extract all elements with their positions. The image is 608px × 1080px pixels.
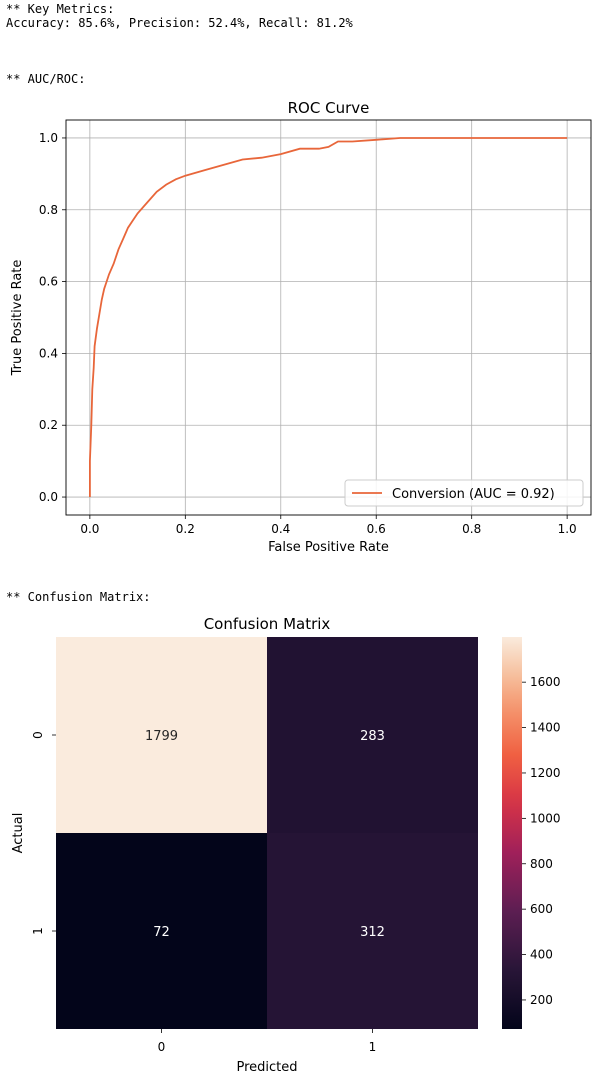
auc-header: ** AUC/ROC: — [6, 72, 86, 86]
cm-colorbar-tick-label: 200 — [530, 993, 553, 1007]
cm-cell — [267, 637, 478, 833]
cm-ylabel: Actual — [11, 813, 26, 854]
confusion-matrix-chart: Confusion Matrix 1799 283 72 312 0 1 0 1 Predicte… — [11, 615, 561, 1075]
cm-cell-value: 72 — [153, 925, 170, 940]
roc-xtick-label: 0.0 — [80, 522, 99, 536]
cm-colorbar-tick-label: 1600 — [530, 675, 561, 689]
cm-ytick-label: 1 — [31, 927, 45, 935]
roc-ytick-label: 0.2 — [39, 418, 58, 432]
cm-colorbar-tick-label: 800 — [530, 857, 553, 871]
roc-xtick-label: 1.0 — [558, 522, 577, 536]
metrics-header: ** Key Metrics: — [6, 2, 115, 16]
roc-xtick-label: 0.6 — [367, 522, 386, 536]
roc-xtick-label: 0.2 — [176, 522, 195, 536]
roc-curve — [89, 137, 568, 497]
cm-colorbar-tick-label: 600 — [530, 902, 553, 916]
cm-cell — [56, 637, 267, 833]
cm-title: Confusion Matrix — [204, 615, 331, 633]
cm-cell — [267, 833, 478, 1029]
cm-cell-value: 312 — [360, 925, 385, 940]
cm-colorbar-tick-label: 400 — [530, 948, 553, 962]
roc-chart: ROC Curve 0.0 0.2 0.4 0.6 0.8 1.0 0.0 0.2 0.4 0.6 0… — [10, 99, 592, 555]
cm-colorbar-tick-label: 1000 — [530, 811, 561, 825]
roc-legend-label: Conversion (AUC = 0.92) — [392, 487, 555, 502]
cm-colorbar — [502, 637, 522, 1029]
roc-ylabel: True Positive Rate — [10, 260, 25, 377]
cm-xtick-label: 0 — [158, 1040, 166, 1054]
roc-legend-box — [344, 479, 584, 507]
roc-axes-frame — [65, 119, 592, 516]
confusion-matrix-header: ** Confusion Matrix: — [6, 590, 151, 604]
roc-ytick-label: 0.6 — [39, 275, 58, 289]
cm-xlabel: Predicted — [236, 1060, 297, 1075]
roc-xtick-label: 0.4 — [271, 522, 290, 536]
roc-ytick-label: 1.0 — [39, 131, 58, 145]
cm-cell-value: 1799 — [145, 729, 178, 744]
cm-xtick-label: 1 — [369, 1040, 377, 1054]
cm-colorbar-tick-label: 1400 — [530, 721, 561, 735]
cm-colorbar-tick-label: 1200 — [530, 766, 561, 780]
metrics-line: Accuracy: 85.6%, Precision: 52.4%, Recal… — [6, 16, 353, 30]
roc-legend: Conversion (AUC = 0.92) — [344, 479, 584, 507]
roc-xlabel: False Positive Rate — [268, 540, 389, 555]
roc-xtick-label: 0.8 — [462, 522, 481, 536]
cm-ytick-label: 0 — [31, 731, 45, 739]
roc-ytick-label: 0.0 — [39, 490, 58, 504]
cm-cell — [56, 833, 267, 1029]
roc-ytick-label: 0.4 — [39, 346, 58, 360]
cm-cell-value: 283 — [360, 729, 385, 744]
roc-ytick-label: 0.8 — [39, 203, 58, 217]
roc-title: ROC Curve — [288, 99, 370, 117]
